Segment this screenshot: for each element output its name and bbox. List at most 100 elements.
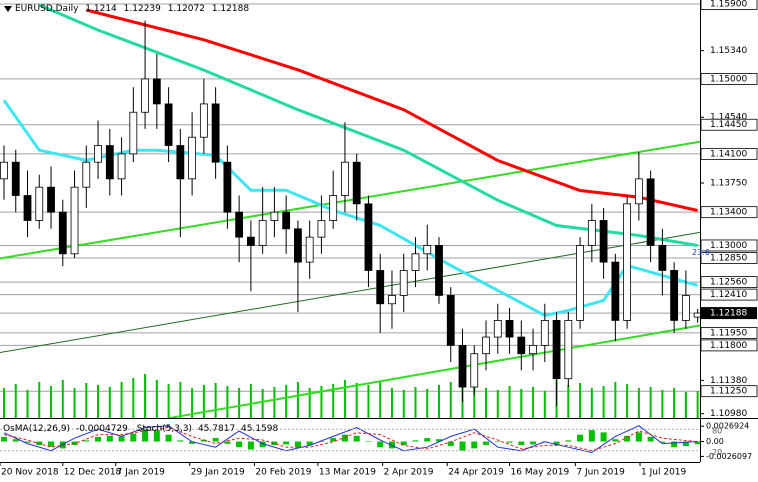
volume-bar [437,385,440,418]
y-tick-label: 1.15000 [710,74,747,84]
osma-bar [48,441,55,447]
candle-body [493,320,502,338]
candle-body [693,312,700,318]
oscillator [0,425,700,454]
candle-body [329,195,338,221]
level-box [700,327,758,339]
candle-body [282,211,291,230]
osma-bar [330,438,337,442]
candle-body [305,236,314,263]
osma-bar [577,434,584,442]
candle-body [423,245,432,255]
volume-bar [637,388,640,418]
volume-bar [426,389,429,418]
osma-bar [647,436,654,442]
level-box [700,385,758,398]
osma-bar [530,441,537,445]
current-price-label: 1.12188 [710,309,747,319]
y-tick-label: 1.14100 [710,149,747,159]
y-tick-label: 1.11250 [710,387,747,397]
candle-body [70,186,79,255]
volume-bar [308,388,311,418]
volume-bar [367,385,370,418]
x-tick-label: 29 Jan 2019 [191,468,245,478]
moving-average [38,3,698,247]
candle-body [58,211,67,255]
osma-bar [283,441,290,445]
y-tick-label: 1.15340 [710,46,747,56]
candle-body [35,186,44,221]
candle-body [82,161,91,188]
x-tick-label: 20 Feb 2019 [255,468,311,478]
osma-bar [0,436,7,442]
candle-body [152,78,161,105]
level-box [700,252,758,264]
x-tick-label: 7 Jun 2019 [576,468,625,478]
volume-bar [285,385,288,418]
candle-body [176,145,185,180]
candle-body [317,220,326,238]
open: 1.1214 [85,4,117,14]
header: EURUSD,Daily 1.1214 1.12239 1.12072 1.12… [15,4,249,14]
volume-bar [626,384,629,418]
osc-y-tick-label: -0.0026097 [706,452,752,461]
candle-body [388,295,396,305]
y-tick-label: 1.13750 [710,179,747,189]
level-box [700,288,758,301]
level-box [700,118,758,131]
osma-bar [189,441,196,444]
volume-bar [261,389,264,418]
volume-bar [567,385,570,418]
stoch-tick-label: 80 [712,427,722,436]
x-tick-label: 16 May 2019 [511,468,570,478]
candle-body [587,220,596,246]
y-tick-label: 1.13000 [710,241,747,251]
osma-bar [483,441,490,445]
osma-bar [259,441,266,448]
y-tick-label: 1.10980 [710,409,747,419]
osma-bar [130,433,137,442]
candle-body [564,320,573,380]
candle-body [634,178,643,205]
candle-body [611,261,620,321]
volume-bar [684,392,687,418]
candle-body [411,253,420,271]
osma-bar [318,441,325,443]
volume-bar [649,387,652,418]
volume-bar [543,391,546,418]
volume-bar [296,382,299,418]
volume-bar [614,382,617,418]
candle-body [446,295,455,346]
volume-bar [73,388,76,418]
candle-body [599,220,608,263]
volume-bar [191,388,194,418]
menu-icon[interactable] [4,6,12,12]
osma-bar [459,441,466,451]
stoch-line [3,426,698,452]
candle-body [552,320,561,380]
volume-bar [61,380,64,418]
y-tick-label: 1.13400 [710,208,747,218]
osma-bar [353,435,360,442]
volume-bar [332,384,335,418]
level-box [700,147,758,160]
candle-body [23,195,32,221]
volume-bar [155,380,158,418]
candle-body [681,295,690,321]
osma-bar [177,440,184,442]
volume-bar [520,389,523,418]
candle-body [11,161,20,196]
low: 1.12072 [168,4,205,14]
volume-bar [273,387,276,418]
y-tick-label: 1.12410 [710,290,747,300]
candle-body [94,145,102,163]
x-tick-label: 20 Nov 2018 [1,468,59,478]
candle-body [223,161,232,213]
volume-bar [449,382,452,418]
candle-body [399,270,408,296]
osma-bar [447,441,454,447]
stoch-main-value: 45.7817 [198,424,235,434]
volume-bar [602,386,605,418]
stoch-signal-value: 45.1598 [241,424,278,434]
